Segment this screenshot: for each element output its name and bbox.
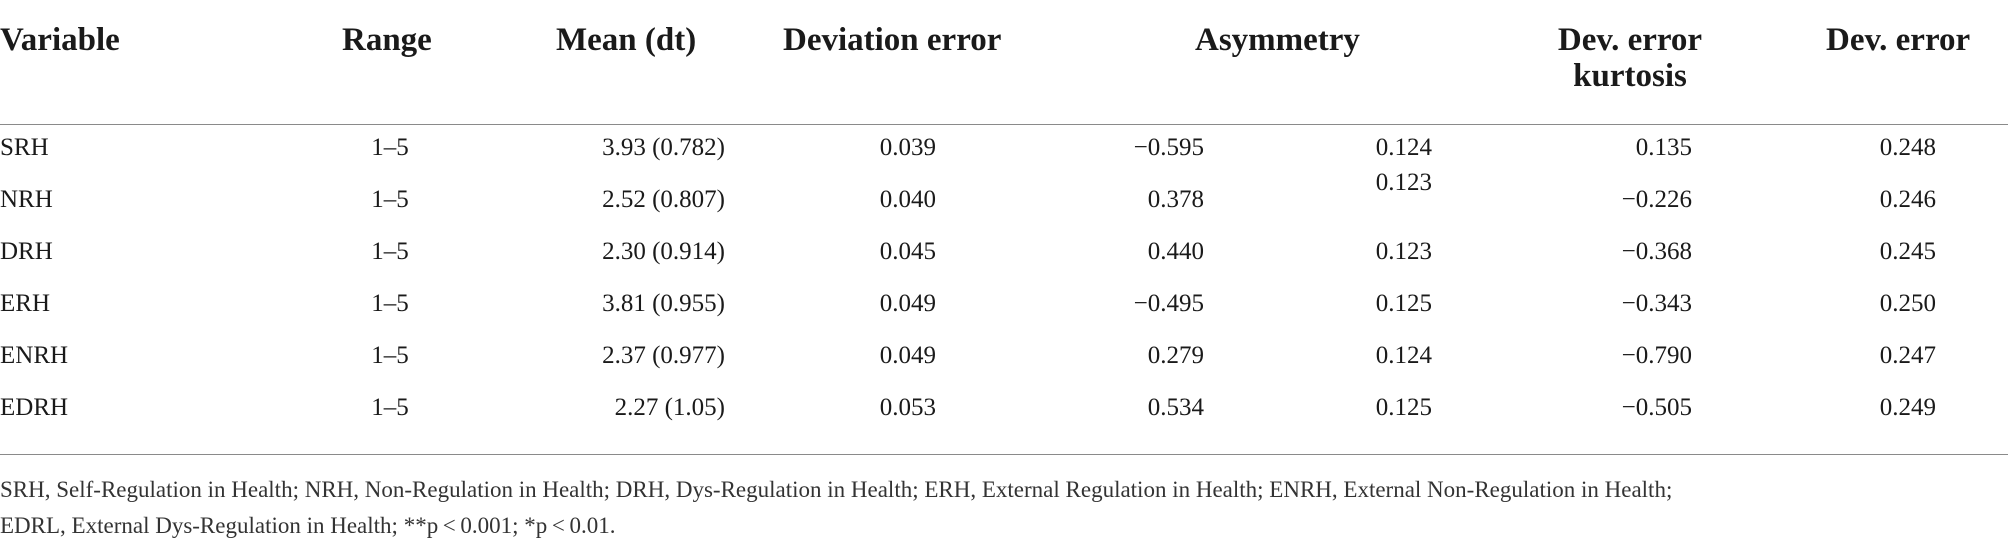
footnote-line-1: SRH, Self-Regulation in Health; NRH, Non… bbox=[0, 477, 1673, 502]
bottom-rule bbox=[0, 454, 2008, 455]
cell-kurtosis: −0.790 bbox=[1621, 342, 1692, 369]
cell-asymmetry: 0.534 bbox=[1147, 394, 1204, 421]
cell-variable: SRH bbox=[0, 134, 49, 161]
cell-deviation-error: 0.040 bbox=[879, 186, 936, 213]
cell-variable: EDRH bbox=[0, 394, 69, 421]
footnote-line-2: EDRL, External Dys-Regulation in Health;… bbox=[0, 513, 616, 538]
cell-variable: DRH bbox=[0, 238, 53, 265]
cell-asymmetry: 0.440 bbox=[1147, 238, 1204, 265]
cell-kurtosis: −0.505 bbox=[1621, 394, 1692, 421]
cell-range: 1–5 bbox=[371, 342, 409, 369]
cell-range: 1–5 bbox=[371, 238, 409, 265]
cell-dev-error: 0.247 bbox=[1879, 342, 1936, 369]
header-rule bbox=[0, 124, 2008, 125]
cell-range: 1–5 bbox=[371, 394, 409, 421]
cell-asymmetry-error: 0.125 bbox=[1375, 394, 1432, 421]
cell-deviation-error: 0.045 bbox=[879, 238, 936, 265]
header-range: Range bbox=[342, 22, 432, 58]
cell-kurtosis: −0.226 bbox=[1621, 186, 1692, 213]
cell-asymmetry-error: 0.123 bbox=[1375, 238, 1432, 265]
cell-deviation-error: 0.049 bbox=[879, 290, 936, 317]
cell-range: 1–5 bbox=[371, 290, 409, 317]
header-deviation-error: Deviation error bbox=[783, 22, 1002, 58]
cell-kurtosis: 0.135 bbox=[1635, 134, 1692, 161]
cell-asymmetry-error: 0.123 bbox=[1375, 169, 1432, 196]
cell-asymmetry: −0.595 bbox=[1133, 134, 1204, 161]
cell-mean: 2.37 (0.977) bbox=[602, 342, 725, 369]
header-mean: Mean (dt) bbox=[556, 22, 697, 58]
cell-deviation-error: 0.049 bbox=[879, 342, 936, 369]
cell-variable: ENRH bbox=[0, 342, 69, 369]
cell-range: 1–5 bbox=[371, 186, 409, 213]
cell-asymmetry: −0.495 bbox=[1133, 290, 1204, 317]
header-asymmetry: Asymmetry bbox=[1195, 22, 1360, 58]
cell-mean: 2.52 (0.807) bbox=[602, 186, 725, 213]
cell-mean: 2.30 (0.914) bbox=[602, 238, 725, 265]
cell-mean: 3.93 (0.782) bbox=[602, 134, 725, 161]
cell-deviation-error: 0.039 bbox=[879, 134, 936, 161]
header-dev-error: Dev. error bbox=[1826, 22, 1971, 58]
cell-dev-error: 0.246 bbox=[1879, 186, 1936, 213]
cell-kurtosis: −0.343 bbox=[1621, 290, 1692, 317]
header-dev-error-kurtosis: Dev. error kurtosis bbox=[1557, 22, 1703, 94]
cell-asymmetry: 0.279 bbox=[1147, 342, 1204, 369]
cell-kurtosis: −0.368 bbox=[1621, 238, 1692, 265]
cell-dev-error: 0.248 bbox=[1879, 134, 1936, 161]
cell-variable: NRH bbox=[0, 186, 53, 213]
cell-mean: 2.27 (1.05) bbox=[614, 394, 725, 421]
cell-deviation-error: 0.053 bbox=[879, 394, 936, 421]
cell-asymmetry-error: 0.124 bbox=[1375, 342, 1432, 369]
cell-mean: 3.81 (0.955) bbox=[602, 290, 725, 317]
cell-dev-error: 0.250 bbox=[1879, 290, 1936, 317]
cell-asymmetry-error: 0.125 bbox=[1375, 290, 1432, 317]
cell-variable: ERH bbox=[0, 290, 50, 317]
header-variable: Variable bbox=[0, 22, 120, 58]
cell-asymmetry: 0.378 bbox=[1147, 186, 1204, 213]
table-footnote: SRH, Self-Regulation in Health; NRH, Non… bbox=[0, 472, 1990, 544]
cell-asymmetry-error: 0.124 bbox=[1375, 134, 1432, 161]
cell-range: 1–5 bbox=[371, 134, 409, 161]
cell-dev-error: 0.245 bbox=[1879, 238, 1936, 265]
cell-dev-error: 0.249 bbox=[1879, 394, 1936, 421]
